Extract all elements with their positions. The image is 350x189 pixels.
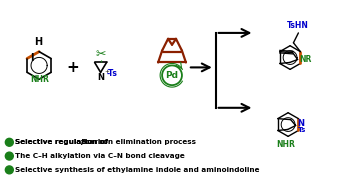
Text: Selective regulation of: Selective regulation of	[15, 139, 111, 145]
Text: +: +	[105, 69, 109, 74]
Text: ✂: ✂	[95, 48, 106, 61]
Text: -Ts: -Ts	[106, 69, 117, 78]
Text: -carbon elimination process: -carbon elimination process	[83, 139, 196, 145]
Text: TsHN: TsHN	[287, 21, 308, 30]
Text: β: β	[80, 139, 85, 145]
Text: +: +	[66, 60, 79, 75]
Text: N: N	[298, 119, 304, 128]
Text: Pd: Pd	[166, 71, 178, 80]
Text: NHR: NHR	[30, 75, 49, 84]
Text: I: I	[30, 53, 34, 63]
Circle shape	[5, 138, 13, 146]
Circle shape	[5, 166, 13, 174]
Text: Selective regulation of: Selective regulation of	[15, 139, 111, 145]
Text: NHR: NHR	[276, 140, 295, 149]
Text: NR: NR	[300, 55, 312, 64]
Text: The C–H alkylation via C–N bond cleavage: The C–H alkylation via C–N bond cleavage	[15, 153, 185, 159]
Circle shape	[5, 152, 13, 160]
Text: Selective synthesis of ethylamine indole and aminoindoline: Selective synthesis of ethylamine indole…	[15, 167, 260, 173]
Text: H: H	[34, 37, 42, 47]
Text: Ts: Ts	[298, 127, 306, 133]
Text: N: N	[97, 73, 104, 82]
